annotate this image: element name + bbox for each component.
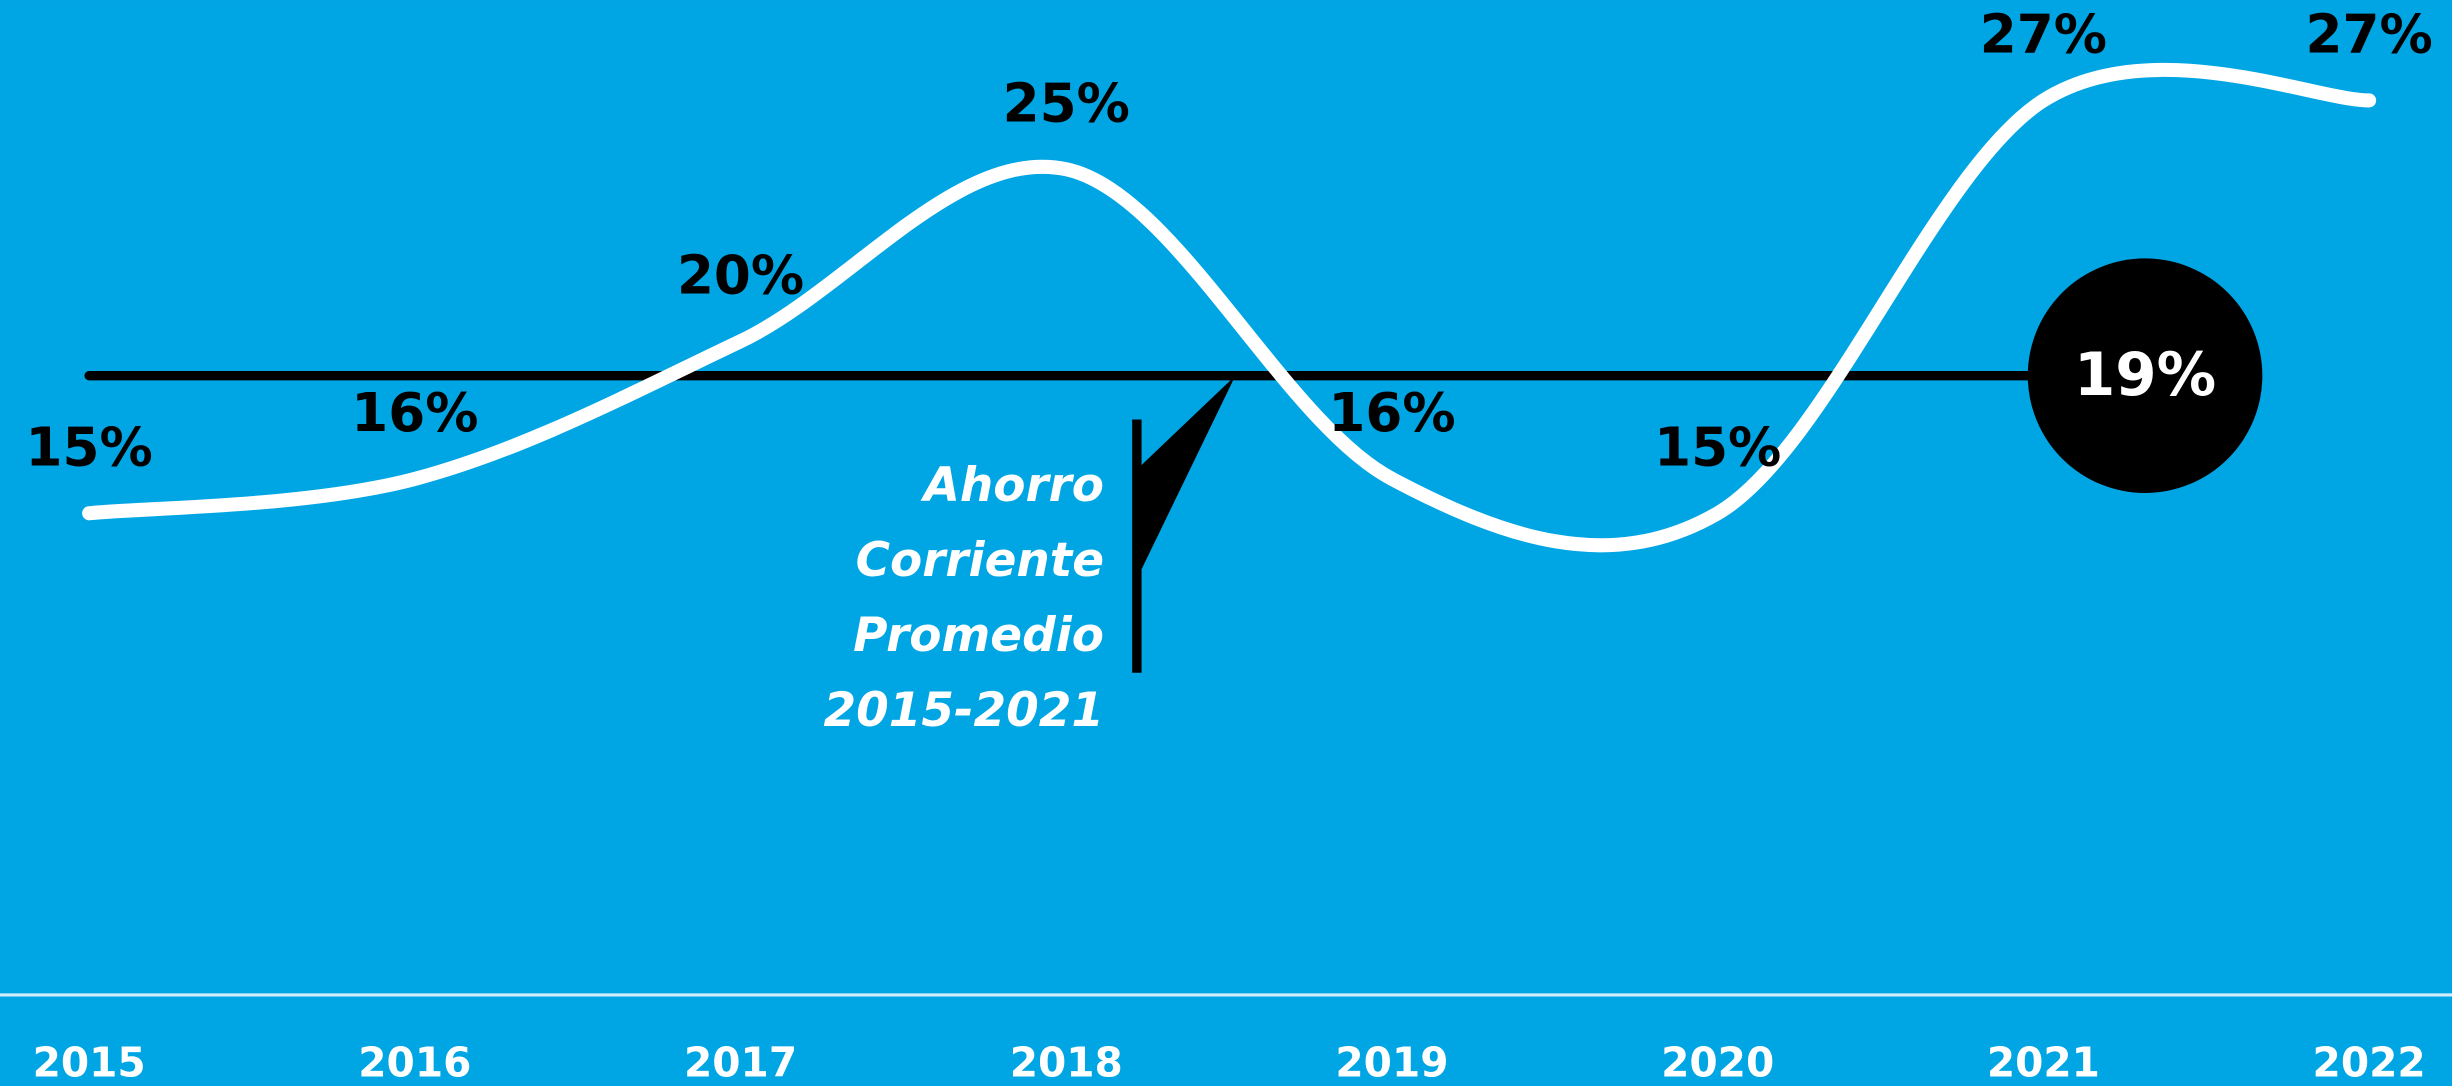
value-label: 27% — [1980, 4, 2107, 66]
value-label: 16% — [1328, 382, 1455, 444]
x-tick-label: 2022 — [2313, 1038, 2426, 1086]
x-tick-label: 2015 — [33, 1038, 146, 1086]
x-tick-label: 2019 — [1335, 1038, 1448, 1086]
annotation-line: Corriente — [856, 533, 1104, 588]
annotation-line: Ahorro — [920, 458, 1104, 513]
x-tick-label: 2020 — [1661, 1038, 1774, 1086]
average-badge — [2027, 258, 2263, 493]
value-label: 16% — [351, 382, 478, 444]
value-label: 20% — [677, 244, 804, 306]
value-label: 25% — [1003, 72, 1130, 134]
x-tick-label: 2017 — [684, 1038, 797, 1086]
value-label: 15% — [1654, 416, 1781, 478]
value-label: 15% — [26, 416, 153, 478]
average-label: 19% — [2074, 341, 2216, 410]
x-tick-label: 2016 — [358, 1038, 471, 1086]
x-tick-label: 2021 — [1987, 1038, 2100, 1086]
annotation-line: 2015-2021 — [823, 683, 1104, 738]
annotation-line: Promedio — [853, 608, 1104, 663]
value-label: 27% — [2306, 4, 2433, 66]
x-tick-label: 2018 — [1010, 1038, 1123, 1086]
line — [82, 62, 2377, 553]
